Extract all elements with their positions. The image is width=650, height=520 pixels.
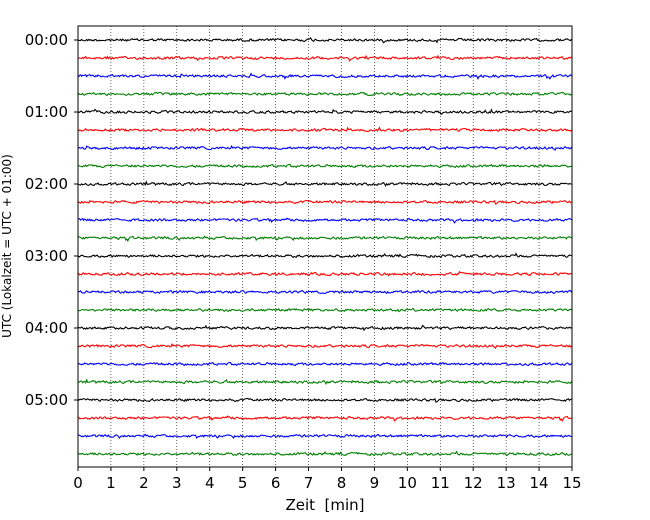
x-tick-label: 4 bbox=[205, 474, 215, 492]
x-axis-label: Zeit [min] bbox=[285, 496, 364, 514]
trace-line bbox=[78, 450, 572, 457]
trace-line bbox=[78, 108, 572, 116]
y-axis-label: UTC (Lokalzeit = UTC + 01:00) bbox=[0, 154, 14, 338]
trace-line bbox=[78, 54, 572, 62]
y-tick-label: 04:00 bbox=[25, 319, 68, 337]
x-tick-label: 10 bbox=[398, 474, 417, 492]
y-tick-label: 03:00 bbox=[25, 247, 68, 265]
x-tick-label: 1 bbox=[106, 474, 116, 492]
x-tick-label: 11 bbox=[431, 474, 450, 492]
trace-line bbox=[78, 199, 572, 205]
seismic-traces bbox=[78, 36, 572, 457]
trace-line bbox=[78, 91, 572, 97]
trace-line bbox=[78, 163, 572, 169]
trace-line bbox=[78, 307, 572, 313]
x-tick-label: 3 bbox=[172, 474, 182, 492]
x-tick-label: 7 bbox=[304, 474, 314, 492]
trace-line bbox=[78, 235, 572, 243]
trace-line bbox=[78, 144, 572, 152]
x-tick-label: 5 bbox=[238, 474, 248, 492]
trace-line bbox=[78, 342, 572, 350]
x-tick-label: 2 bbox=[139, 474, 149, 492]
x-tick-label: 13 bbox=[497, 474, 516, 492]
x-tick-label: 9 bbox=[370, 474, 380, 492]
trace-line bbox=[78, 36, 572, 44]
x-tick-label: 14 bbox=[530, 474, 549, 492]
y-tick-label: 05:00 bbox=[25, 391, 68, 409]
trace-line bbox=[78, 324, 572, 332]
trace-line bbox=[78, 72, 572, 80]
trace-line bbox=[78, 289, 572, 295]
y-tick-label: 00:00 bbox=[25, 31, 68, 49]
trace-line bbox=[78, 415, 572, 423]
trace-line bbox=[78, 397, 572, 403]
x-tick-label: 6 bbox=[271, 474, 281, 492]
trace-line bbox=[78, 126, 572, 133]
y-tick-label: 01:00 bbox=[25, 103, 68, 121]
x-tick-label: 15 bbox=[562, 474, 581, 492]
y-axis-ticks: 00:00 01:00 02:00 03:00 04:00 05:00 bbox=[25, 31, 78, 409]
trace-line bbox=[78, 180, 572, 187]
x-tick-label: 8 bbox=[337, 474, 347, 492]
x-tick-label: 12 bbox=[464, 474, 483, 492]
trace-line bbox=[78, 217, 572, 224]
trace-line bbox=[78, 433, 572, 440]
x-axis-ticks: 0 1 2 3 4 5 6 7 8 9 10 11 12 13 14 15 bbox=[73, 467, 582, 492]
trace-line bbox=[78, 361, 572, 367]
trace-line bbox=[78, 252, 572, 259]
plot-frame bbox=[77, 25, 573, 468]
y-tick-label: 02:00 bbox=[25, 175, 68, 193]
trace-line bbox=[78, 378, 572, 385]
x-tick-label: 0 bbox=[73, 474, 83, 492]
trace-line bbox=[78, 270, 572, 277]
